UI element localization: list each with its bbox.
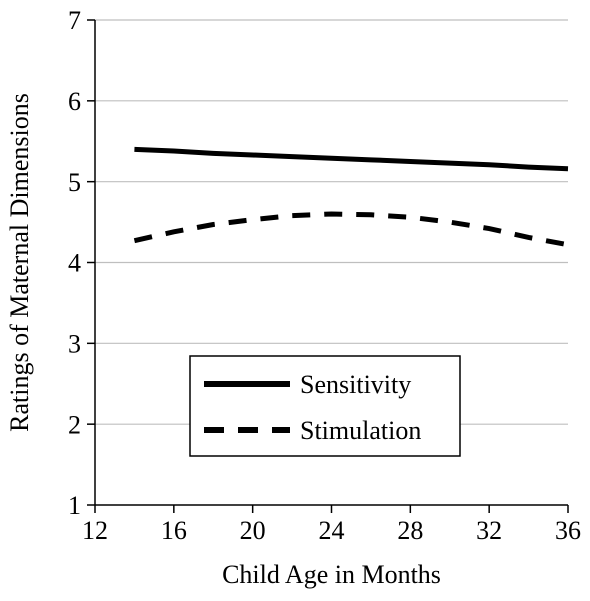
y-tick-label: 3 bbox=[68, 329, 81, 358]
y-tick-label: 4 bbox=[68, 249, 81, 278]
x-tick-label: 36 bbox=[555, 516, 581, 545]
y-tick-label: 7 bbox=[68, 6, 81, 35]
x-tick-label: 12 bbox=[82, 516, 108, 545]
line-chart: 121620242832361234567Child Age in Months… bbox=[0, 0, 590, 601]
x-tick-label: 28 bbox=[397, 516, 423, 545]
x-tick-label: 16 bbox=[161, 516, 187, 545]
y-tick-label: 5 bbox=[68, 168, 81, 197]
x-tick-label: 20 bbox=[240, 516, 266, 545]
y-tick-label: 1 bbox=[68, 491, 81, 520]
x-tick-label: 24 bbox=[319, 516, 345, 545]
chart-container: 121620242832361234567Child Age in Months… bbox=[0, 0, 590, 601]
y-tick-label: 6 bbox=[68, 87, 81, 116]
legend-label: Sensitivity bbox=[300, 370, 411, 399]
chart-background bbox=[0, 0, 590, 601]
x-tick-label: 32 bbox=[476, 516, 502, 545]
legend-label: Stimulation bbox=[300, 416, 421, 445]
x-axis-label: Child Age in Months bbox=[222, 560, 441, 589]
y-tick-label: 2 bbox=[68, 410, 81, 439]
y-axis-label: Ratings of Maternal Dimensions bbox=[5, 93, 34, 432]
